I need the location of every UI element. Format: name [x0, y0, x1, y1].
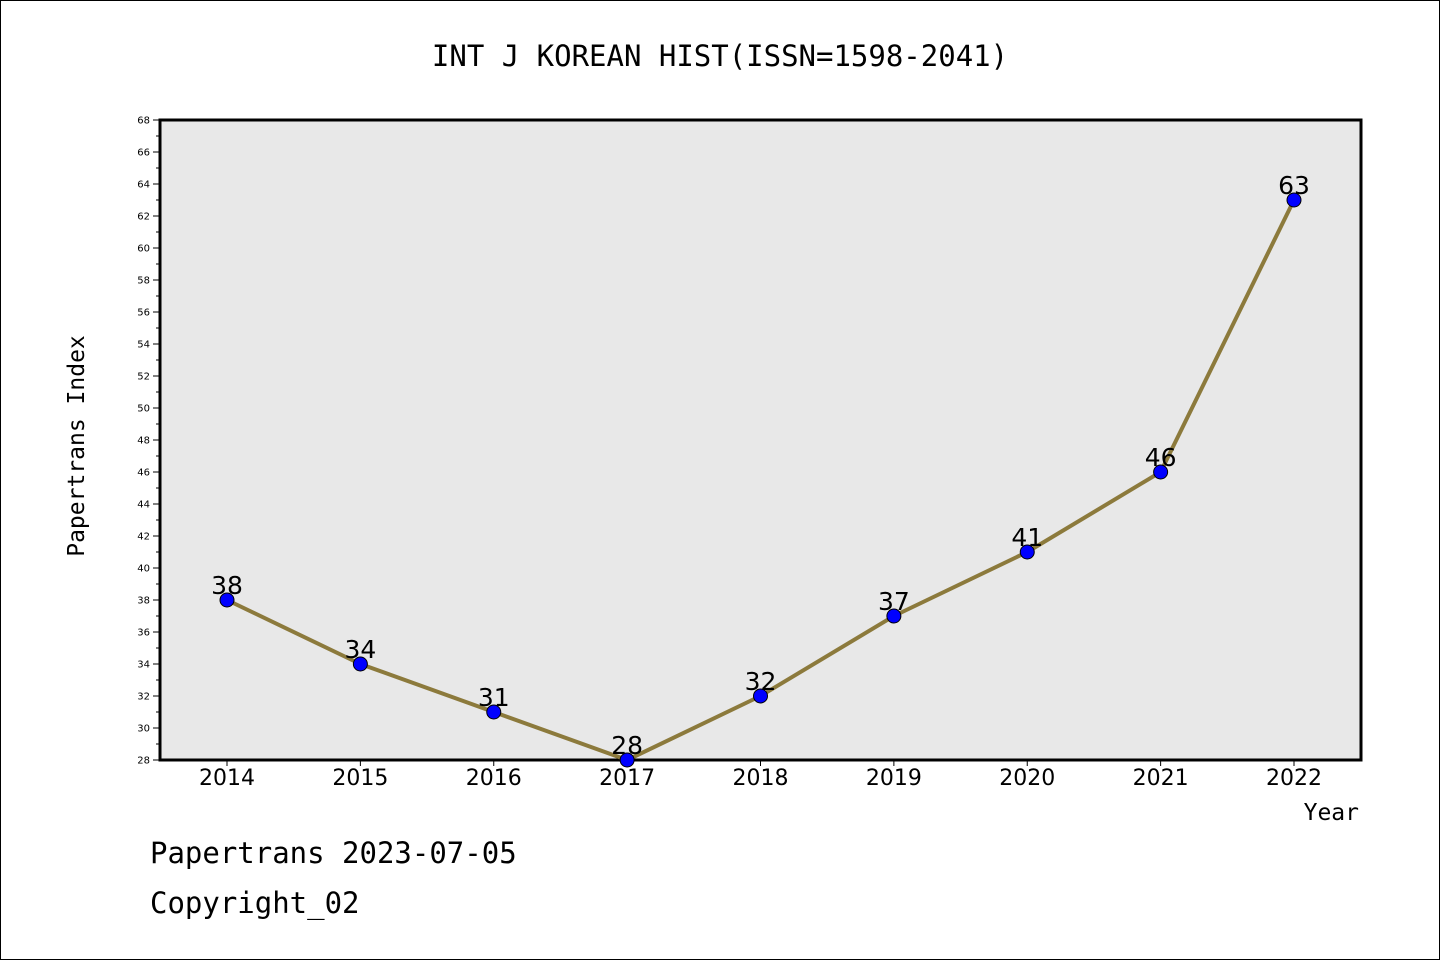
data-label: 63: [1278, 171, 1310, 200]
y-tick-label: 54: [137, 340, 150, 351]
data-label: 34: [344, 635, 376, 664]
data-point-marker: [219, 592, 235, 608]
footer-date-text: Papertrans 2023-07-05: [150, 836, 517, 870]
x-tick-label: 2017: [599, 766, 655, 791]
x-tick-label: 2014: [199, 766, 255, 791]
data-point-marker: [753, 688, 768, 704]
y-tick-label: 58: [137, 276, 150, 287]
y-tick-label: 64: [137, 180, 150, 191]
y-tick-label: 36: [137, 628, 150, 639]
x-tick-label: 2015: [332, 766, 388, 791]
data-label: 37: [878, 587, 910, 616]
data-labels: 38 34 31 28 32 37 41 46 63: [211, 171, 1310, 760]
data-label: 46: [1145, 443, 1177, 472]
y-tick-label: 56: [137, 308, 150, 319]
y-tick-label: 44: [137, 500, 150, 511]
y-tick-label: 38: [137, 596, 150, 607]
data-point-marker: [352, 656, 368, 672]
data-label: 28: [611, 731, 643, 760]
y-tick-label: 50: [137, 404, 150, 415]
x-tick-label: 2022: [1266, 766, 1322, 791]
x-tick-label: 2016: [466, 766, 522, 791]
y-axis-label: Papertrans Index: [64, 335, 90, 557]
data-point-marker: [886, 608, 902, 624]
x-tick-label: 2018: [733, 766, 789, 791]
x-axis-label: Year: [1304, 800, 1359, 826]
x-tick-label: 2019: [866, 766, 922, 791]
x-axis: 2014 2015 2016 2017 2018 2019 2020 2021 2022: [199, 760, 1322, 791]
footer-copyright-text: Copyright_02: [150, 886, 360, 920]
data-label: 38: [211, 571, 243, 600]
y-tick-label: 46: [137, 468, 150, 479]
data-point-marker: [619, 752, 635, 768]
plot-area: [158, 118, 1363, 762]
data-point-marker: [1153, 464, 1169, 480]
data-label: 31: [478, 683, 510, 712]
y-tick-label: 40: [137, 564, 150, 575]
chart-title: INT J KOREAN HIST(ISSN=1598-2041): [432, 39, 1008, 73]
y-tick-label: 66: [137, 148, 150, 159]
data-label: 41: [1011, 523, 1043, 552]
y-tick-label: 28: [137, 756, 150, 767]
y-tick-label: 48: [137, 436, 150, 447]
y-tick-label: 52: [137, 372, 150, 383]
x-tick-label: 2020: [999, 766, 1055, 791]
data-point-marker: [486, 704, 502, 720]
y-axis: 28 30 32 34 36 38 40 42 44 46 48 50 52 54 56 58 60 62 64 66…: [137, 116, 160, 767]
x-tick-label: 2021: [1133, 766, 1189, 791]
y-tick-label: 42: [137, 532, 150, 543]
y-tick-label: 62: [137, 212, 150, 223]
data-point-marker: [1019, 544, 1035, 560]
data-label: 32: [745, 667, 777, 696]
y-tick-label: 60: [137, 244, 150, 255]
y-tick-label: 30: [137, 724, 150, 735]
y-tick-label: 32: [137, 692, 150, 703]
y-tick-label: 68: [137, 116, 150, 127]
y-tick-label: 34: [137, 660, 150, 671]
series-markers: [219, 192, 1302, 768]
data-point-marker: [1286, 192, 1302, 208]
